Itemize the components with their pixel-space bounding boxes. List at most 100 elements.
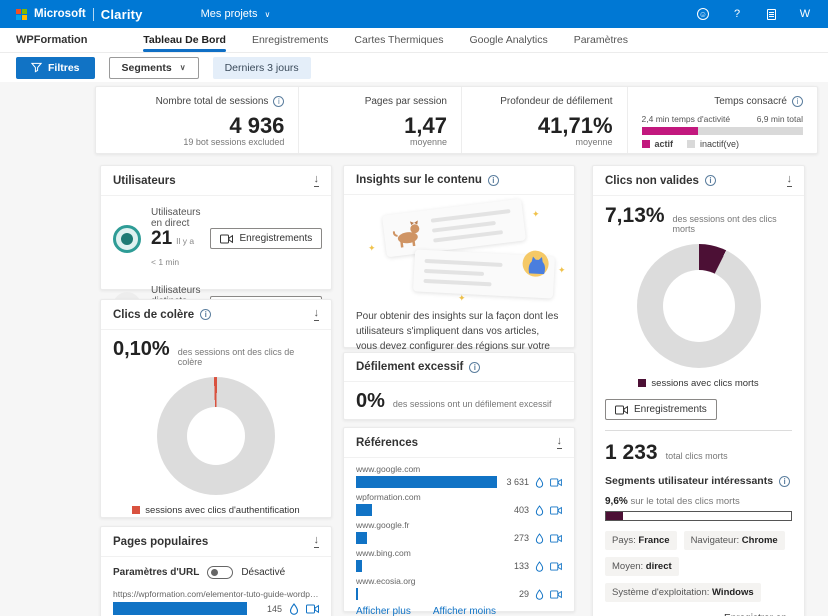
help-icon[interactable]: ? bbox=[733, 8, 741, 20]
segment-desc: sur le total des clics morts bbox=[630, 496, 740, 507]
chevron-down-icon: ∨ bbox=[264, 9, 271, 19]
references-card: Références ↓ www.google.com 3 631 wpform… bbox=[343, 427, 575, 616]
camera-icon[interactable] bbox=[550, 589, 562, 599]
segment-bar-fill bbox=[606, 512, 623, 520]
funnel-icon bbox=[31, 62, 42, 73]
reference-domain: www.ecosia.org bbox=[356, 576, 416, 586]
heatmap-droplet-icon[interactable] bbox=[535, 476, 544, 488]
segment-row: 9,6% sur le total des clics morts Pays: … bbox=[605, 496, 792, 616]
info-icon[interactable]: i bbox=[792, 96, 803, 107]
projects-menu-label: Mes projets bbox=[200, 8, 258, 20]
download-icon[interactable]: ↓ bbox=[556, 435, 562, 449]
recordings-button[interactable]: Enregistrements bbox=[210, 228, 323, 250]
filter-bar: Filtres Segments ∨ Derniers 3 jours bbox=[0, 53, 828, 82]
time-spent-bar-fill bbox=[641, 127, 699, 135]
tab-enregistrements[interactable]: Enregistrements bbox=[251, 34, 329, 46]
info-icon[interactable]: i bbox=[779, 475, 791, 487]
heatmap-droplet-icon[interactable] bbox=[535, 532, 544, 544]
info-icon[interactable]: i bbox=[200, 309, 212, 320]
tab-parametres[interactable]: Paramètres bbox=[573, 34, 628, 46]
metric-time-total: 6,9 min total bbox=[756, 114, 803, 124]
users-card: Utilisateurs ↓ Utilisateurs en direct 21… bbox=[100, 165, 332, 327]
filters-button[interactable]: Filtres bbox=[16, 56, 95, 79]
info-icon[interactable]: i bbox=[469, 361, 481, 373]
heatmap-droplet-icon[interactable] bbox=[289, 602, 299, 615]
url-params-toggle[interactable] bbox=[207, 566, 234, 579]
date-range-chip[interactable]: Derniers 3 jours bbox=[212, 56, 311, 79]
download-icon[interactable]: ↓ bbox=[313, 534, 319, 548]
reference-value: 3 631 bbox=[506, 477, 529, 487]
save-as-segment-link[interactable]: Enregistrer en tant que segment bbox=[713, 613, 792, 616]
divider bbox=[605, 430, 792, 431]
legend-swatch bbox=[638, 379, 647, 387]
legend-active-swatch bbox=[641, 140, 650, 148]
heatmap-droplet-icon[interactable] bbox=[535, 504, 544, 516]
page-bar bbox=[113, 602, 247, 615]
rage-clicks-pct: 0,10% bbox=[113, 338, 170, 360]
time-spent-bar-track bbox=[641, 127, 803, 135]
metric-time-active: 2,4 min temps d'activité bbox=[641, 114, 731, 124]
reference-value: 133 bbox=[513, 561, 529, 571]
recordings-button-label: Enregistrements bbox=[634, 404, 707, 415]
camera-icon[interactable] bbox=[550, 561, 562, 571]
camera-icon[interactable] bbox=[306, 604, 319, 614]
url-params-label: Paramètres d'URL bbox=[113, 567, 200, 578]
feedback-icon[interactable]: ☺ bbox=[697, 8, 709, 20]
reference-row: www.bing.com 133 bbox=[356, 548, 562, 572]
metric-pages-value: 1,47 bbox=[404, 113, 447, 138]
live-users-ago: Il y a < 1 min bbox=[151, 236, 195, 267]
reference-value: 273 bbox=[513, 533, 529, 543]
metric-time-label: Temps consacré bbox=[714, 96, 787, 107]
show-more-link[interactable]: Afficher plus bbox=[356, 606, 411, 616]
dead-clicks-legend: sessions avec clics morts bbox=[605, 378, 792, 389]
heatmap-droplet-icon[interactable] bbox=[535, 560, 544, 572]
reference-value: 403 bbox=[513, 505, 529, 515]
dead-clicks-title: Clics non valides bbox=[605, 174, 699, 187]
filters-button-label: Filtres bbox=[48, 61, 80, 74]
metric-pages-sub: moyenne bbox=[409, 137, 447, 148]
project-name: WPFormation bbox=[16, 34, 88, 46]
docs-icon[interactable] bbox=[764, 7, 778, 21]
tab-tableau-de-bord[interactable]: Tableau De Bord bbox=[143, 34, 226, 52]
segment-tag: Pays: France bbox=[605, 531, 677, 550]
reference-row: www.ecosia.org 29 bbox=[356, 576, 562, 600]
camera-icon bbox=[220, 234, 234, 244]
download-icon[interactable]: ↓ bbox=[313, 307, 319, 321]
metric-total-sessions-value: 4 936 bbox=[229, 113, 285, 138]
rage-clicks-card: Clics de colère i ↓ 0,10% des sessions o… bbox=[100, 299, 332, 547]
heatmap-droplet-icon[interactable] bbox=[535, 588, 544, 600]
legend-active: actif bbox=[641, 139, 673, 149]
total-dead-clicks-label: total clics morts bbox=[665, 451, 728, 461]
tab-cartes-thermiques[interactable]: Cartes Thermiques bbox=[354, 34, 444, 46]
reference-row: www.google.fr 273 bbox=[356, 520, 562, 544]
popular-pages-card: Pages populaires ↓ Paramètres d'URL Désa… bbox=[100, 526, 332, 616]
reference-domain: wpformation.com bbox=[356, 492, 421, 502]
segments-dropdown[interactable]: Segments ∨ bbox=[108, 56, 199, 79]
info-icon[interactable]: i bbox=[704, 175, 716, 186]
download-icon[interactable]: ↓ bbox=[786, 173, 792, 187]
recordings-button-label: Enregistrements bbox=[239, 233, 313, 245]
camera-icon[interactable] bbox=[550, 505, 562, 515]
info-icon[interactable]: i bbox=[487, 174, 499, 186]
user-avatar[interactable]: W bbox=[799, 8, 811, 20]
camera-icon[interactable] bbox=[550, 477, 562, 487]
download-icon[interactable]: ↓ bbox=[313, 173, 319, 187]
content-insights-title: Insights sur le contenu bbox=[356, 174, 482, 186]
page-url[interactable]: https://wpformation.com/elementor-tuto-g… bbox=[113, 589, 319, 599]
page-value: 145 bbox=[266, 603, 282, 614]
reference-bar bbox=[356, 476, 497, 488]
segment-tag: Moyen: direct bbox=[605, 557, 679, 576]
tab-google-analytics[interactable]: Google Analytics bbox=[469, 34, 548, 46]
legend-swatch bbox=[132, 506, 141, 514]
camera-icon[interactable] bbox=[550, 533, 562, 543]
metric-pages-per-session: Pages par session 1,47 moyenne bbox=[298, 87, 461, 153]
projects-menu[interactable]: Mes projets ∨ bbox=[201, 8, 271, 20]
info-icon[interactable]: i bbox=[273, 96, 285, 107]
insights-illustration: ✦ ✦ ✦ ✦ bbox=[362, 198, 566, 303]
show-less-link[interactable]: Afficher moins bbox=[432, 606, 497, 616]
metric-time-spent: Temps consacré i 2,4 min temps d'activit… bbox=[626, 87, 817, 153]
metric-pages-label: Pages par session bbox=[364, 96, 447, 107]
recordings-button[interactable]: Enregistrements bbox=[605, 399, 717, 420]
metric-scroll-depth: Profondeur de défilement 41,71% moyenne bbox=[460, 87, 627, 153]
reference-domain: www.google.com bbox=[356, 464, 421, 474]
